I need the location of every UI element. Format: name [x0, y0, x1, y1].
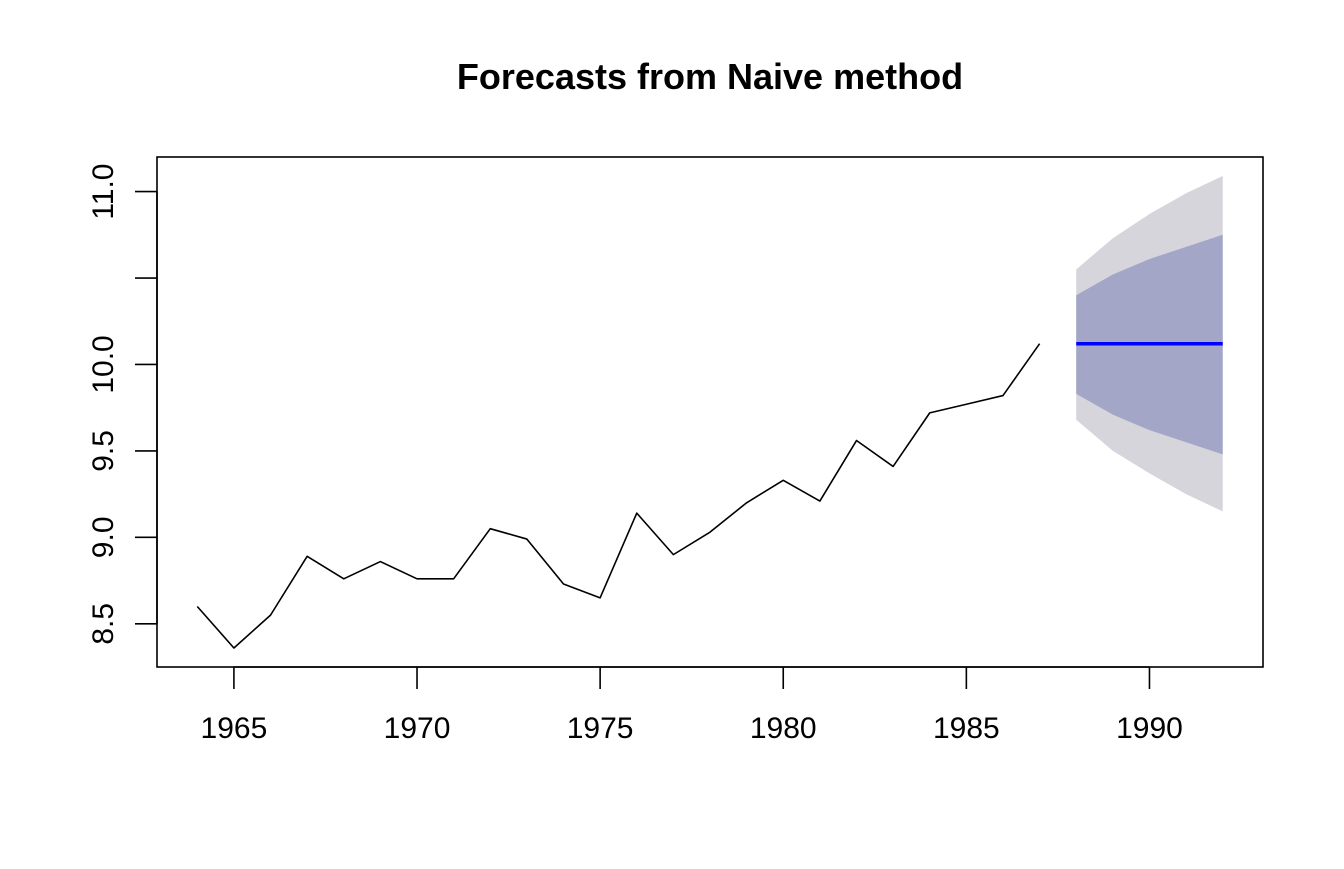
x-tick-label: 1975 [567, 712, 634, 745]
x-tick-label: 1980 [750, 712, 817, 745]
x-tick-label: 1990 [1116, 712, 1183, 745]
x-tick-label: 1985 [933, 712, 1000, 745]
observed-line [196, 343, 1041, 649]
y-tick-label: 10.0 [87, 335, 120, 393]
y-tick-label: 9.5 [87, 430, 120, 472]
y-tick-label: 11.0 [87, 163, 120, 219]
x-tick-label: 1970 [384, 712, 451, 745]
chart-title: Forecasts from Naive method [456, 56, 964, 97]
y-tick-label: 8.5 [87, 603, 120, 645]
y-tick-label: 9.0 [87, 516, 120, 558]
x-tick-label: 1965 [201, 712, 268, 745]
